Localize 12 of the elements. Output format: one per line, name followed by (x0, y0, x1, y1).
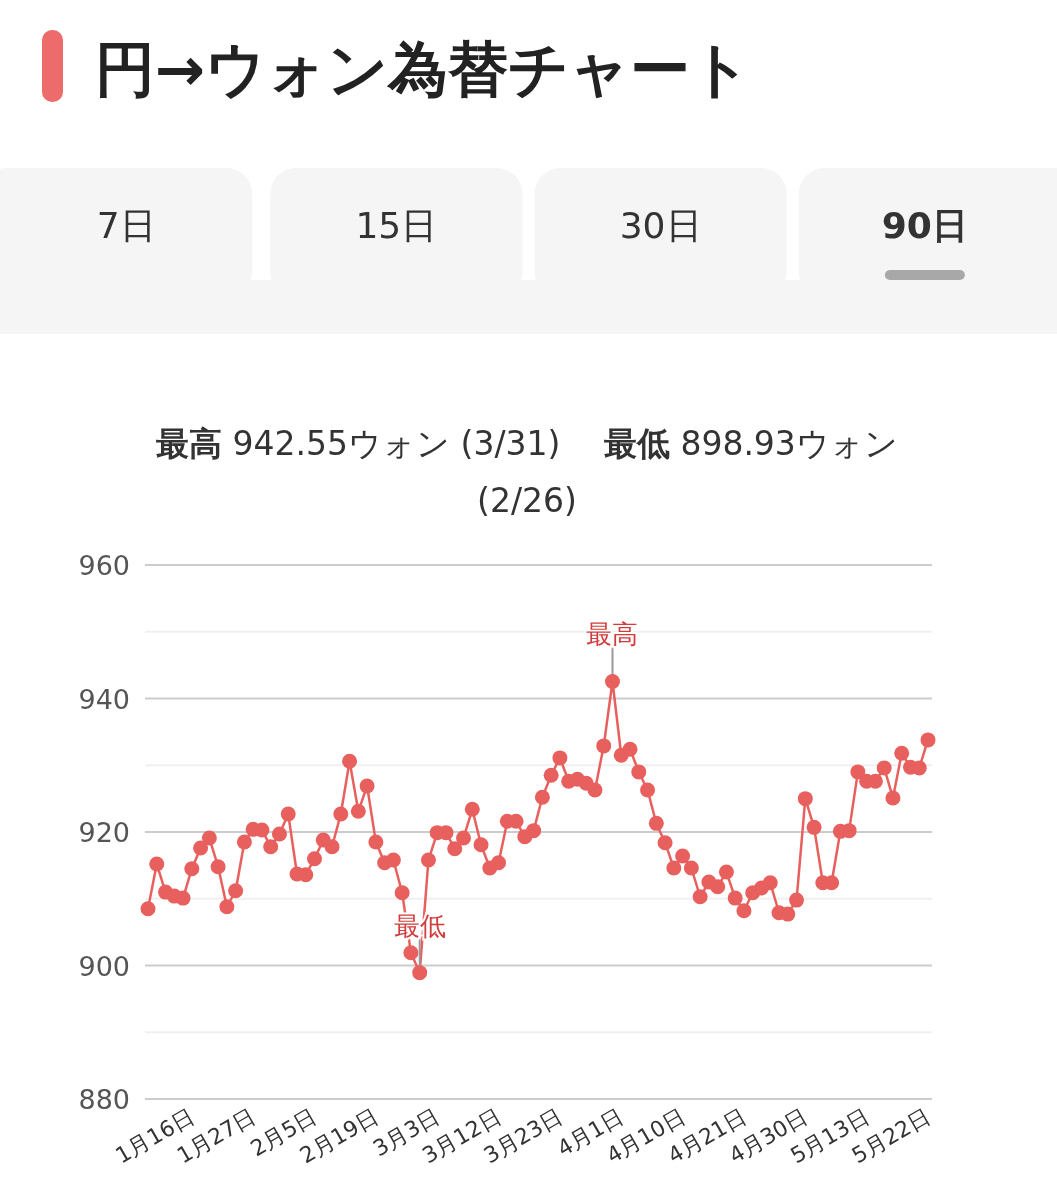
y-tick-label: 920 (78, 817, 130, 848)
text: 90日 (881, 205, 968, 246)
chart-title: 円→ウォン為替チャート (95, 34, 752, 104)
y-tick-label: 880 (78, 1084, 130, 1115)
text: 30日 (619, 205, 702, 246)
text: 7日 (96, 205, 156, 246)
y-tick-label: 960 (78, 550, 130, 581)
text: 最高 942.55ウォン (3/31) 最低 898.93ウォン (2/26) (156, 424, 898, 520)
text: 15日 (355, 205, 438, 246)
y-tick-label: 900 (78, 950, 130, 982)
annotation: 最高 (586, 619, 639, 650)
y-tick-label: 940 (78, 683, 130, 715)
